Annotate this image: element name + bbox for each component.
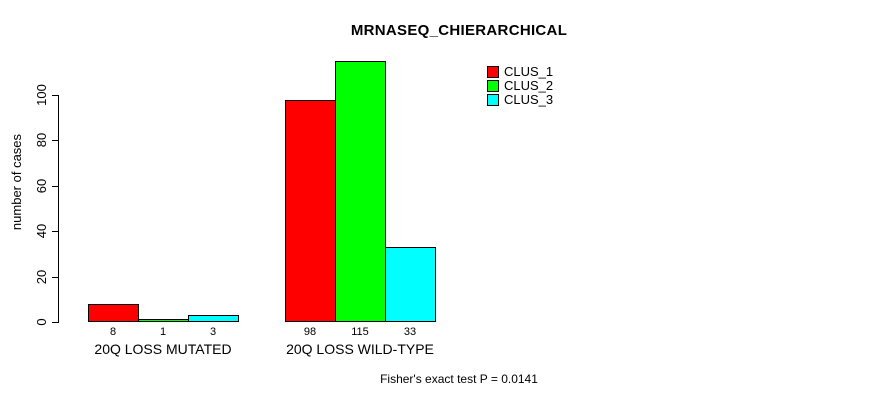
bar-clus_1-group2 (285, 100, 336, 322)
y-tick (52, 95, 59, 96)
y-axis-line (58, 95, 59, 323)
y-tick-label: 0 (34, 318, 49, 326)
bar-clus_2-group2 (335, 61, 386, 322)
bar-clus_2-group1 (138, 319, 189, 322)
legend-label-clus-1: CLUS_1 (504, 64, 554, 79)
legend: CLUS_1 CLUS_2 CLUS_3 (487, 65, 553, 107)
legend-item-clus-1: CLUS_1 (487, 65, 553, 79)
category-label: 20Q LOSS MUTATED (94, 341, 232, 357)
pvalue-annotation: Fisher's exact test P = 0.0141 (380, 372, 538, 386)
legend-swatch-clus-3 (487, 94, 499, 106)
chart-title: MRNASEQ_CHIERARCHICAL (350, 22, 568, 39)
bar-value-label: 98 (303, 326, 317, 338)
bar-clus_3-group1 (188, 315, 239, 322)
y-tick (52, 277, 59, 278)
bar-clus_3-group2 (385, 247, 436, 322)
legend-item-clus-2: CLUS_2 (487, 79, 553, 93)
bar-value-label: 33 (403, 326, 417, 338)
y-tick (52, 140, 59, 141)
legend-swatch-clus-2 (487, 80, 499, 92)
y-tick-label: 100 (34, 84, 49, 106)
bar-value-label: 3 (209, 326, 217, 338)
legend-item-clus-3: CLUS_3 (487, 93, 553, 107)
y-tick (52, 322, 59, 323)
legend-swatch-clus-1 (487, 66, 499, 78)
y-axis-title: number of cases (9, 133, 24, 231)
bar-value-label: 8 (109, 326, 117, 338)
bar-value-label: 115 (351, 326, 369, 338)
y-tick-label: 60 (34, 178, 49, 194)
y-tick (52, 231, 59, 232)
legend-label-clus-3: CLUS_3 (504, 92, 554, 107)
bar-clus_1-group1 (88, 304, 139, 322)
y-tick-label: 20 (34, 269, 49, 285)
y-tick-label: 40 (34, 223, 49, 239)
bar-value-label: 1 (159, 326, 167, 338)
y-tick-label: 80 (34, 132, 49, 148)
category-label: 20Q LOSS WILD-TYPE (286, 341, 434, 357)
legend-label-clus-2: CLUS_2 (504, 78, 554, 93)
y-tick (52, 186, 59, 187)
